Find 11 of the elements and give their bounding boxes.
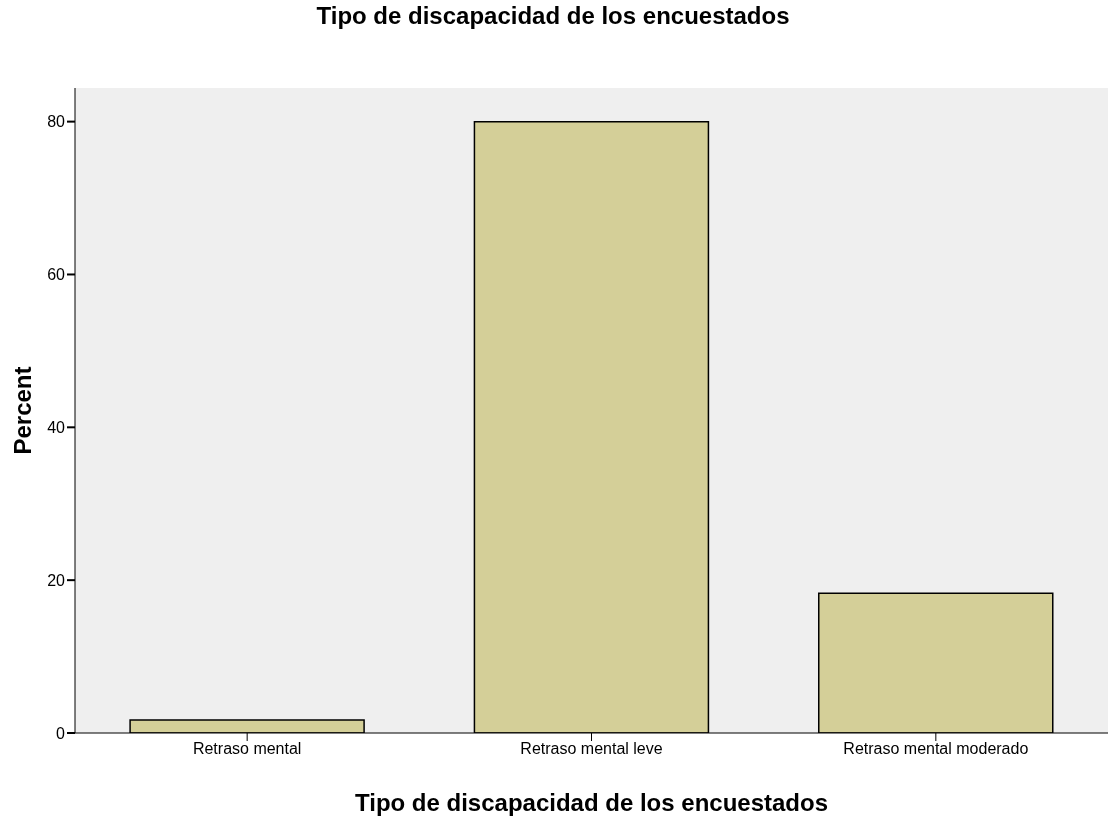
y-tick-label: 20 [47, 571, 66, 589]
y-tick-label: 40 [47, 418, 66, 436]
y-tick-label: 60 [47, 266, 66, 284]
y-tick-label: 80 [47, 113, 66, 131]
x-tick-label: Retraso mental moderado [843, 740, 1029, 758]
y-tick-label: 0 [56, 724, 66, 742]
chart-title: Tipo de discapacidad de los encuestados [315, 2, 791, 30]
x-tick-label: Retraso mental [192, 740, 302, 758]
x-axis-title: Tipo de discapacidad de los encuestados [354, 789, 829, 816]
y-axis-title: Percent [8, 366, 36, 455]
x-tick-label: Retraso mental leve [520, 740, 663, 758]
